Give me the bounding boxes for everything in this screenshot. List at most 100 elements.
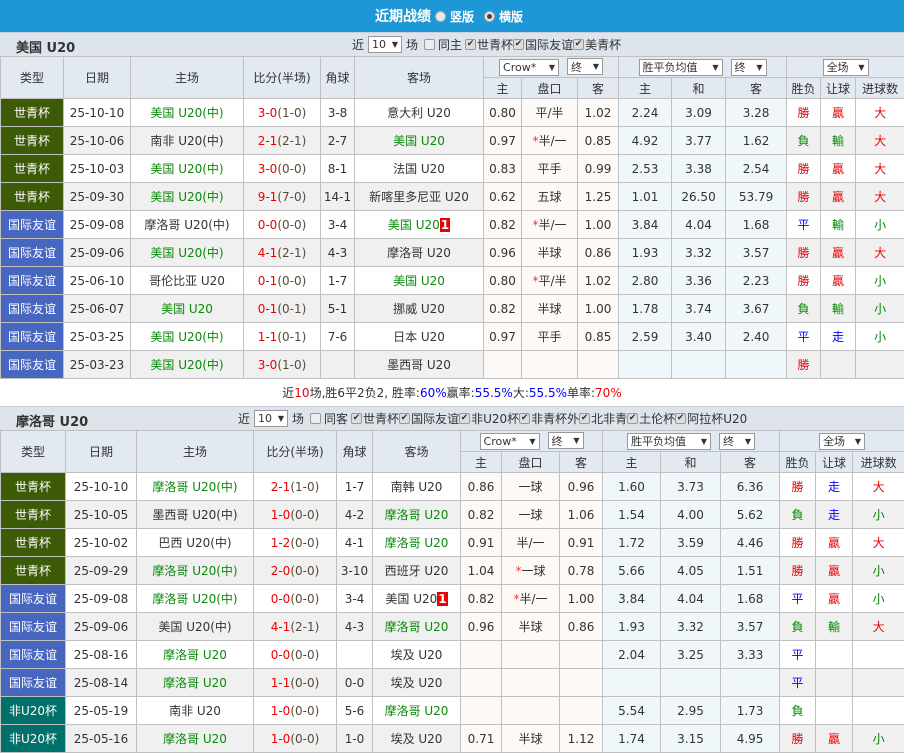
competition-type[interactable]: 国际友谊 xyxy=(0,640,66,669)
home-team[interactable]: 美国 U20(中) xyxy=(136,612,254,641)
score[interactable]: 2-1(1-0) xyxy=(253,472,337,501)
period-select[interactable]: 全场 ▼ xyxy=(822,58,869,76)
filter-checkbox[interactable] xyxy=(399,413,411,424)
avg-stage-select[interactable]: 终 ▼ xyxy=(719,432,756,450)
score[interactable]: 3-0(0-0) xyxy=(243,154,321,183)
score[interactable]: 2-0(0-0) xyxy=(253,556,337,585)
home-team[interactable]: 摩洛哥 U20(中) xyxy=(136,556,254,585)
score[interactable]: 1-2(0-0) xyxy=(253,528,337,557)
filter-checkbox[interactable] xyxy=(579,413,591,424)
away-team[interactable]: 美国 U20 xyxy=(354,126,484,155)
home-team[interactable]: 美国 U20(中) xyxy=(130,350,244,379)
avg-odds-select[interactable]: 胜平负均值 ▼ xyxy=(627,432,712,450)
away-team[interactable]: 墨西哥 U20 xyxy=(354,350,484,379)
match-count-select[interactable]: 10 ▼ xyxy=(254,410,289,427)
competition-type[interactable]: 世青杯 xyxy=(0,182,64,211)
competition-type[interactable]: 非U20杯 xyxy=(0,696,66,725)
home-team[interactable]: 美国 U20(中) xyxy=(130,154,244,183)
score[interactable]: 2-1(2-1) xyxy=(243,126,321,155)
filter-checkbox[interactable] xyxy=(519,413,531,424)
away-team[interactable]: 意大利 U20 xyxy=(354,98,484,127)
radio-vertical[interactable] xyxy=(434,10,446,22)
away-team[interactable]: 美国 U201 xyxy=(354,210,484,239)
home-team[interactable]: 美国 U20 xyxy=(130,294,244,323)
score[interactable]: 1-0(0-0) xyxy=(253,500,337,529)
same-venue-checkbox[interactable] xyxy=(310,413,322,424)
home-team[interactable]: 美国 U20(中) xyxy=(130,322,244,351)
odds-stage-select[interactable]: 终 ▼ xyxy=(547,432,584,450)
competition-type[interactable]: 国际友谊 xyxy=(0,266,64,295)
score[interactable]: 1-1(0-0) xyxy=(253,668,337,697)
away-team[interactable]: 摩洛哥 U20 xyxy=(372,696,461,725)
competition-type[interactable]: 国际友谊 xyxy=(0,350,64,379)
home-team[interactable]: 摩洛哥 U20 xyxy=(136,668,254,697)
filter-checkbox[interactable] xyxy=(573,39,585,50)
away-team[interactable]: 摩洛哥 U20 xyxy=(372,612,461,641)
filter-checkbox[interactable] xyxy=(465,39,477,50)
score[interactable]: 4-1(2-1) xyxy=(253,612,337,641)
match-count-select[interactable]: 10 ▼ xyxy=(368,36,403,53)
away-team[interactable]: 埃及 U20 xyxy=(372,668,461,697)
odds-company-select[interactable]: Crow* ▼ xyxy=(479,432,540,450)
home-team[interactable]: 美国 U20(中) xyxy=(130,98,244,127)
score[interactable]: 1-0(0-0) xyxy=(253,724,337,753)
filter-checkbox[interactable] xyxy=(459,413,471,424)
competition-type[interactable]: 世青杯 xyxy=(0,472,66,501)
home-team[interactable]: 美国 U20(中) xyxy=(130,238,244,267)
home-team[interactable]: 南非 U20 xyxy=(136,696,254,725)
away-team[interactable]: 摩洛哥 U20 xyxy=(372,500,461,529)
away-team[interactable]: 西班牙 U20 xyxy=(372,556,461,585)
home-team[interactable]: 南非 U20(中) xyxy=(130,126,244,155)
score[interactable]: 3-0(1-0) xyxy=(243,98,321,127)
away-team[interactable]: 摩洛哥 U20 xyxy=(372,528,461,557)
score[interactable]: 0-1(0-1) xyxy=(243,294,321,323)
score[interactable]: 4-1(2-1) xyxy=(243,238,321,267)
home-team[interactable]: 墨西哥 U20(中) xyxy=(136,500,254,529)
home-team[interactable]: 哥伦比亚 U20 xyxy=(130,266,244,295)
competition-type[interactable]: 国际友谊 xyxy=(0,238,64,267)
odds-company-select[interactable]: Crow* ▼ xyxy=(499,58,560,76)
score[interactable]: 0-1(0-0) xyxy=(243,266,321,295)
competition-type[interactable]: 世青杯 xyxy=(0,98,64,127)
away-team[interactable]: 埃及 U20 xyxy=(372,640,461,669)
away-team[interactable]: 新喀里多尼亚 U20 xyxy=(354,182,484,211)
home-team[interactable]: 摩洛哥 U20(中) xyxy=(136,584,254,613)
away-team[interactable]: 日本 U20 xyxy=(354,322,484,351)
competition-type[interactable]: 世青杯 xyxy=(0,154,64,183)
score[interactable]: 0-0(0-0) xyxy=(253,584,337,613)
competition-type[interactable]: 国际友谊 xyxy=(0,210,64,239)
away-team[interactable]: 美国 U20 xyxy=(354,266,484,295)
odds-stage-select[interactable]: 终 ▼ xyxy=(567,58,604,76)
away-team[interactable]: 南韩 U20 xyxy=(372,472,461,501)
competition-type[interactable]: 国际友谊 xyxy=(0,294,64,323)
radio-horizontal[interactable] xyxy=(484,10,495,22)
period-select[interactable]: 全场 ▼ xyxy=(819,432,866,450)
competition-type[interactable]: 国际友谊 xyxy=(0,322,64,351)
competition-type[interactable]: 国际友谊 xyxy=(0,668,66,697)
competition-type[interactable]: 世青杯 xyxy=(0,126,64,155)
home-team[interactable]: 美国 U20(中) xyxy=(130,182,244,211)
away-team[interactable]: 摩洛哥 U20 xyxy=(354,238,484,267)
competition-type[interactable]: 世青杯 xyxy=(0,528,66,557)
competition-type[interactable]: 非U20杯 xyxy=(0,724,66,753)
home-team[interactable]: 摩洛哥 U20(中) xyxy=(130,210,244,239)
away-team[interactable]: 法国 U20 xyxy=(354,154,484,183)
score[interactable]: 9-1(7-0) xyxy=(243,182,321,211)
home-team[interactable]: 摩洛哥 U20 xyxy=(136,640,254,669)
competition-type[interactable]: 国际友谊 xyxy=(0,612,66,641)
score[interactable]: 1-0(0-0) xyxy=(253,696,337,725)
competition-type[interactable]: 世青杯 xyxy=(0,556,66,585)
away-team[interactable]: 美国 U201 xyxy=(372,584,461,613)
filter-checkbox[interactable] xyxy=(513,39,525,50)
same-venue-checkbox[interactable] xyxy=(424,39,436,50)
filter-checkbox[interactable] xyxy=(627,413,639,424)
away-team[interactable]: 挪威 U20 xyxy=(354,294,484,323)
home-team[interactable]: 摩洛哥 U20(中) xyxy=(136,472,254,501)
avg-stage-select[interactable]: 终 ▼ xyxy=(730,58,767,76)
filter-checkbox[interactable] xyxy=(351,413,363,424)
avg-odds-select[interactable]: 胜平负均值 ▼ xyxy=(638,58,723,76)
home-team[interactable]: 巴西 U20(中) xyxy=(136,528,254,557)
score[interactable]: 0-0(0-0) xyxy=(243,210,321,239)
competition-type[interactable]: 世青杯 xyxy=(0,500,66,529)
home-team[interactable]: 摩洛哥 U20 xyxy=(136,724,254,753)
